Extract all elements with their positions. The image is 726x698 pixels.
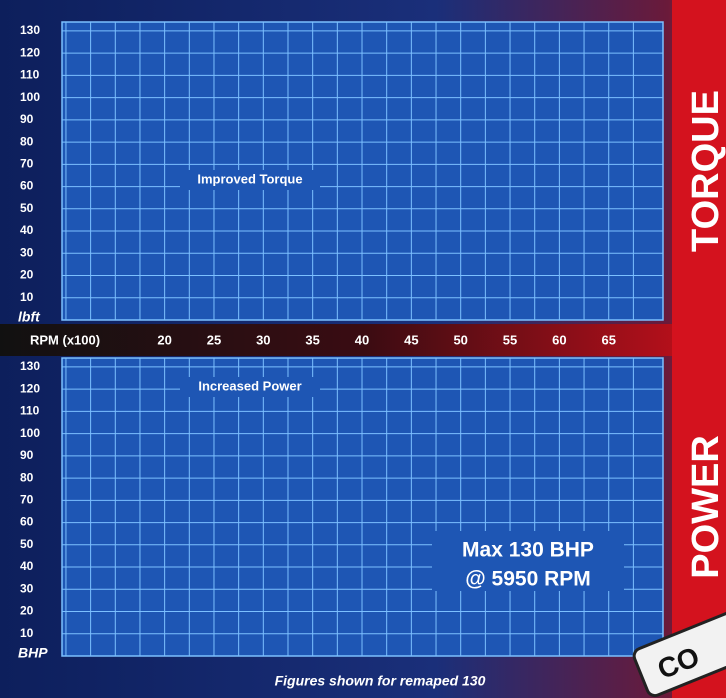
y-tick-label: 90 <box>20 112 34 126</box>
y-tick-label: 30 <box>20 245 34 259</box>
y-tick-label: 40 <box>20 559 34 573</box>
side-label: TORQUE <box>685 90 726 252</box>
side-label: POWER <box>685 435 726 579</box>
x-tick-label: 25 <box>207 332 221 347</box>
y-tick-label: 130 <box>20 359 40 373</box>
y-tick-label: 50 <box>20 537 34 551</box>
x-tick-label: 65 <box>601 332 615 347</box>
axis-strip <box>0 324 726 356</box>
footer: Figures shown for remaped 130 <box>275 673 486 689</box>
x-tick-label: 50 <box>453 332 467 347</box>
annotation-bg <box>180 377 320 397</box>
x-tick-label: 20 <box>157 332 171 347</box>
y-tick-label: 110 <box>20 404 40 418</box>
y-tick-label: 70 <box>20 493 34 507</box>
y-tick-label: 10 <box>20 626 34 640</box>
y-axis-label: BHP <box>18 645 48 661</box>
y-tick-label: 90 <box>20 448 34 462</box>
annotation-bg <box>432 531 624 591</box>
x-tick-label: 55 <box>503 332 517 347</box>
x-tick-label: 60 <box>552 332 566 347</box>
y-tick-label: 20 <box>20 268 34 282</box>
y-tick-label: 120 <box>20 45 40 59</box>
corner-badge: CO <box>632 611 726 698</box>
y-tick-label: 60 <box>20 179 34 193</box>
y-tick-label: 100 <box>20 426 40 440</box>
y-tick-label: 120 <box>20 381 40 395</box>
annotation: Max 130 BHP <box>462 539 594 562</box>
annotation: @ 5950 RPM <box>465 568 591 591</box>
y-tick-label: 40 <box>20 223 34 237</box>
annotation-bg <box>180 170 320 190</box>
x-tick-label: 30 <box>256 332 270 347</box>
side-band <box>672 0 726 698</box>
x-tick-label: 35 <box>305 332 319 347</box>
y-tick-label: 20 <box>20 604 34 618</box>
x-tick-label: 40 <box>355 332 369 347</box>
annotation: Increased Power <box>198 378 301 393</box>
y-tick-label: 100 <box>20 90 40 104</box>
y-tick-label: 80 <box>20 134 34 148</box>
y-tick-label: 30 <box>20 581 34 595</box>
y-tick-label: 50 <box>20 201 34 215</box>
y-tick-label: 10 <box>20 290 34 304</box>
y-tick-label: 80 <box>20 470 34 484</box>
badge-box <box>632 611 726 698</box>
y-tick-label: 60 <box>20 515 34 529</box>
y-tick-label: 130 <box>20 23 40 37</box>
x-axis-label: RPM (x100) <box>30 332 100 347</box>
annotation: Improved Torque <box>197 171 302 186</box>
y-axis-label: lbft <box>18 309 41 325</box>
y-tick-label: 70 <box>20 157 34 171</box>
y-tick-label: 110 <box>20 68 40 82</box>
x-tick-label: 45 <box>404 332 418 347</box>
